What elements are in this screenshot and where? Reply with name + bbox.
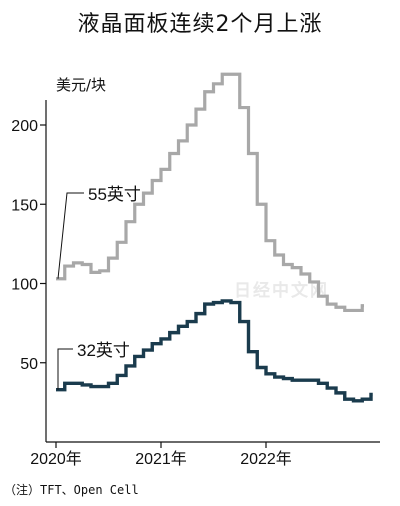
axes: 50 100 150 200 2020年 2021年 2022年 (11, 100, 380, 468)
y-tick-label-200: 200 (11, 118, 38, 135)
chart-title: 液晶面板连续2个月上涨 (77, 12, 323, 37)
series-label-0: 55英寸 (88, 185, 141, 204)
y-tick-label-50: 50 (20, 356, 38, 373)
series-label-leader-0 (57, 192, 84, 279)
x-tick-label-12: 2021年 (135, 450, 187, 468)
series-line-0 (56, 72, 364, 313)
x-tick-label-0: 2020年 (30, 450, 82, 468)
series-line-1 (56, 299, 373, 403)
x-tick-label-24: 2022年 (240, 450, 292, 468)
series-label-1: 32英寸 (77, 341, 130, 360)
labels-layer: 55英寸 32英寸 (57, 185, 141, 390)
y-tick-label-100: 100 (11, 277, 38, 294)
series-label-leader-1 (57, 348, 73, 390)
watermark-logo: 日经中文网 (234, 281, 329, 301)
y-tick-label-150: 150 (11, 197, 38, 214)
series-layer (56, 72, 373, 403)
y-axis-unit-label: 美元/块 (56, 76, 107, 94)
footnote: （注）TFT、Open Cell (4, 483, 139, 497)
